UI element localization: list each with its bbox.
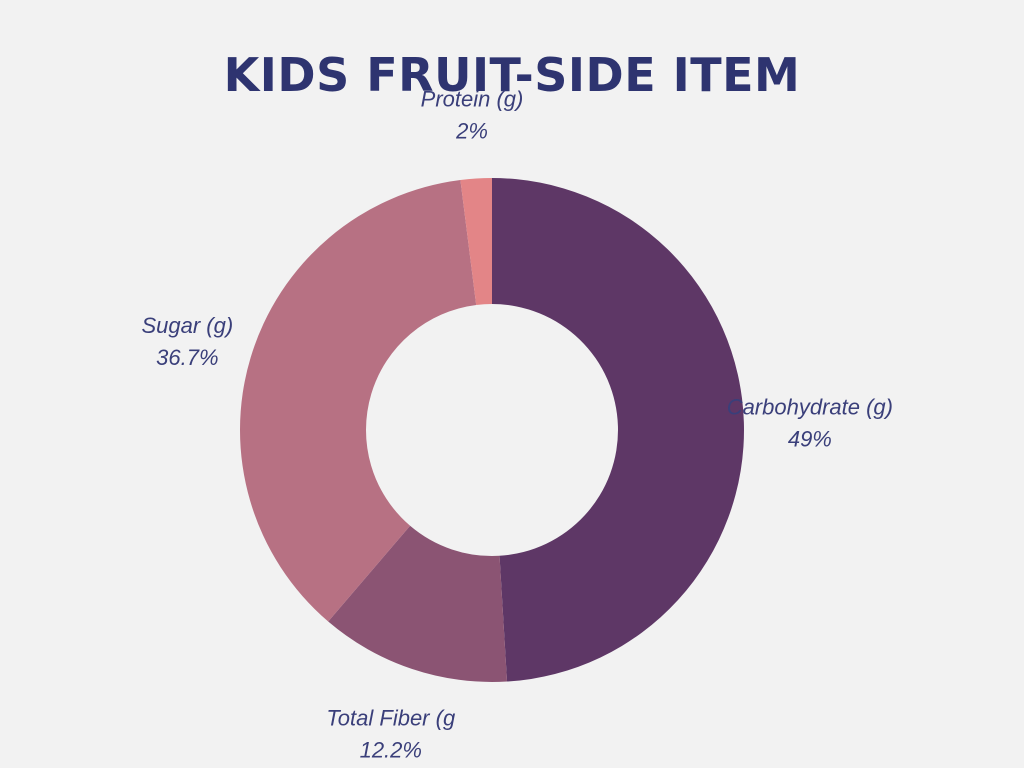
slice-protein-g [460, 178, 492, 305]
slice-total-fiber-g [328, 525, 508, 682]
slice-labels: Carbohydrate (g) 49% Total Fiber (g 12.2% Su… [141, 87, 893, 763]
slice-label-value: 12.2% [360, 737, 422, 762]
slice-label-name: Carbohydrate (g) [727, 395, 893, 420]
slice-label-total-fiber-g: Total Fiber (g 12.2% [326, 705, 456, 762]
slice-label-carbohydrate-g: Carbohydrate (g) 49% [727, 395, 893, 452]
slice-label-name: Total Fiber (g [326, 705, 456, 730]
slice-label-name: Sugar (g) [141, 313, 233, 338]
slice-carbohydrate-g [492, 177, 745, 682]
slice-label-value: 2% [455, 119, 488, 144]
slice-label-sugar-g: Sugar (g) 36.7% [141, 313, 233, 370]
slice-label-value: 36.7% [156, 345, 218, 370]
slice-label-value: 49% [788, 427, 832, 452]
chart-title: KIDS FRUIT-SIDE ITEM [223, 48, 801, 102]
slice-label-protein-g: Protein (g) 2% [421, 87, 524, 144]
donut-slices [239, 177, 745, 682]
slice-sugar-g [239, 179, 477, 622]
slice-label-name: Protein (g) [421, 87, 524, 112]
